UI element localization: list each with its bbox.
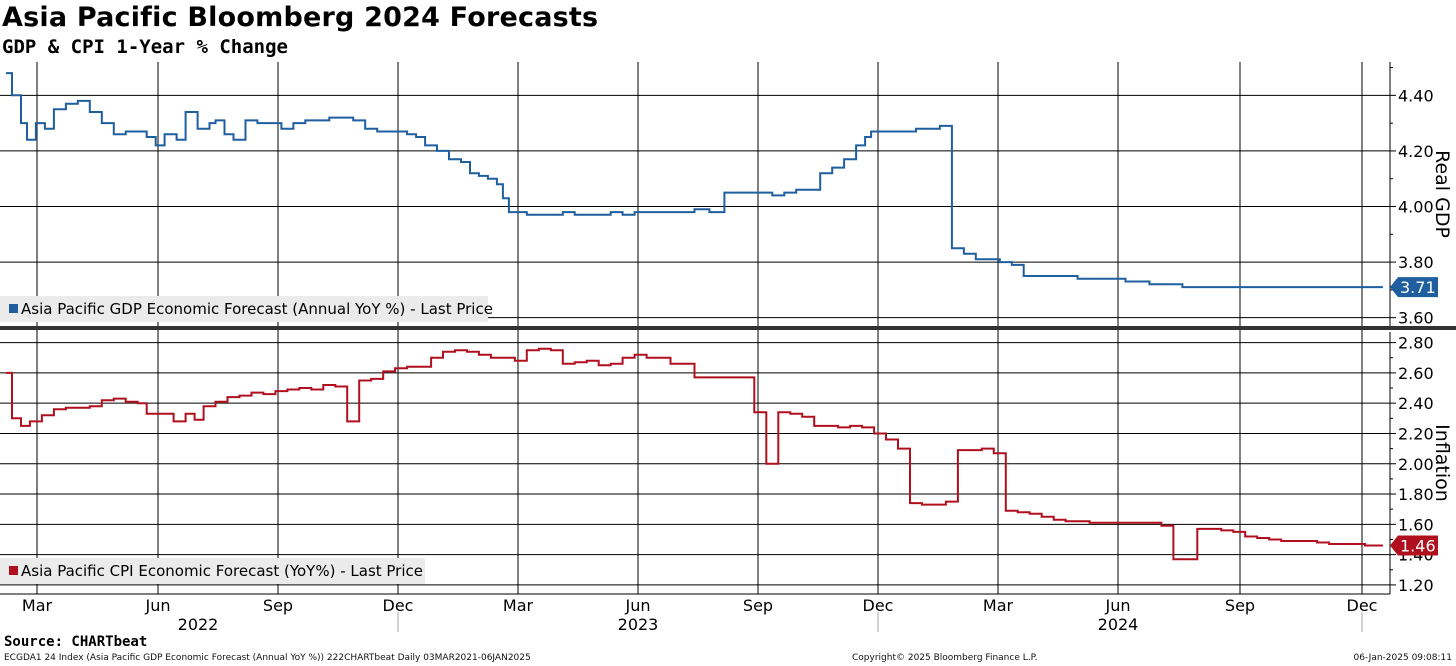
x-month-label: Dec (383, 596, 414, 615)
gdp-y-tick-label: 4.20 (1398, 142, 1434, 161)
chart-title: Asia Pacific Bloomberg 2024 Forecasts (2, 2, 599, 33)
x-month-label: Sep (1225, 596, 1255, 615)
cpi-legend-label: Asia Pacific CPI Economic Forecast (YoY%… (21, 562, 423, 580)
cpi-y-tick-label: 1.20 (1398, 576, 1434, 595)
gdp-y-tick-label: 4.00 (1398, 198, 1434, 217)
footer-info-left: ECGDA1 24 Index (Asia Pacific GDP Econom… (4, 653, 531, 663)
x-month-label: Sep (743, 596, 773, 615)
gdp-legend-label: Asia Pacific GDP Economic Forecast (Annu… (21, 300, 493, 318)
x-year-label: 2022 (178, 615, 219, 634)
chart-subtitle: GDP & CPI 1-Year % Change (2, 36, 288, 58)
x-year-label: 2023 (618, 615, 659, 634)
cpi-legend-box (0, 558, 425, 584)
footer-timestamp: 06-Jan-2025 09:08:11 (1353, 653, 1452, 663)
gdp-y-tick-label: 3.80 (1398, 253, 1434, 272)
x-month-label: Mar (22, 596, 53, 615)
gdp-legend-swatch (9, 304, 18, 313)
x-year-label: 2024 (1098, 615, 1139, 634)
cpi-legend-swatch (9, 566, 18, 575)
gdp-y-tick-label: 4.40 (1398, 86, 1434, 105)
cpi-y-tick-label: 2.00 (1398, 455, 1434, 474)
gdp-series-line (6, 72, 1383, 289)
cpi-y-tick-label: 1.80 (1398, 485, 1434, 504)
footer-copyright: Copyright© 2025 Bloomberg Finance L.P. (852, 653, 1038, 663)
gdp-y-tick-label: 3.60 (1398, 309, 1434, 328)
cpi-y-tick-label: 1.60 (1398, 515, 1434, 534)
x-month-label: Mar (983, 596, 1014, 615)
x-month-label: Jun (625, 596, 651, 615)
gdp-axis-title: Real GDP (1431, 150, 1453, 238)
x-month-label: Sep (263, 596, 293, 615)
cpi-y-tick-label: 2.80 (1398, 334, 1434, 353)
x-month-label: Mar (503, 596, 534, 615)
source-label: Source: CHARTbeat (4, 634, 148, 650)
cpi-last-value-label: 1.46 (1400, 537, 1436, 556)
cpi-y-tick-label: 2.40 (1398, 394, 1434, 413)
gdp-legend-box (0, 296, 488, 322)
cpi-y-tick-label: 2.60 (1398, 364, 1434, 383)
gdp-last-value-label: 3.71 (1400, 278, 1436, 297)
x-month-label: Jun (1105, 596, 1131, 615)
gdp-last-value-tag (1390, 277, 1438, 298)
x-month-label: Dec (863, 596, 894, 615)
cpi-y-tick-label: 2.20 (1398, 424, 1434, 443)
x-month-label: Jun (145, 596, 171, 615)
cpi-last-value-tag (1390, 535, 1438, 556)
cpi-series-line (6, 347, 1383, 561)
cpi-axis-title: Inflation (1431, 424, 1453, 502)
x-month-label: Dec (1347, 596, 1378, 615)
